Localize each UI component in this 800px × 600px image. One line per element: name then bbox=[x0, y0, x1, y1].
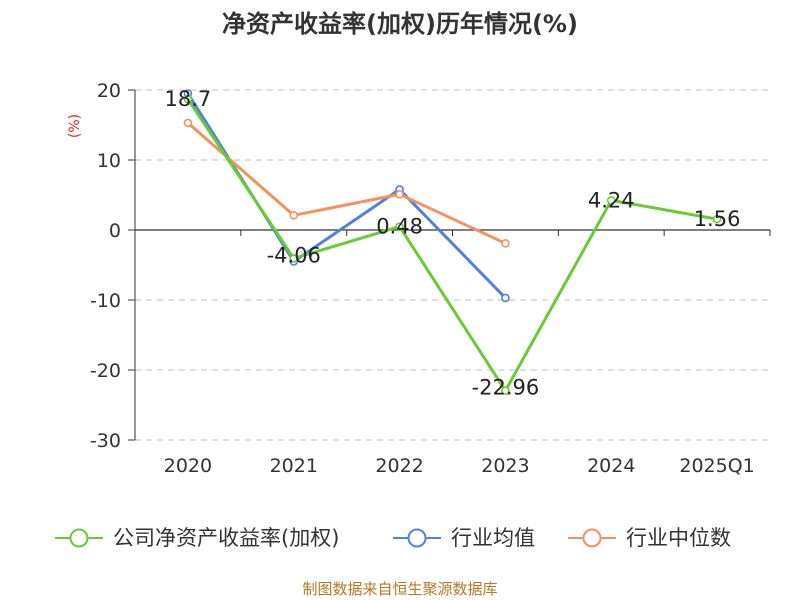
data-label: 18.7 bbox=[165, 87, 212, 111]
data-label: 0.48 bbox=[376, 215, 423, 239]
chart-title: 净资产收益率(加权)历年情况(%) bbox=[222, 10, 578, 38]
legend-label: 行业中位数 bbox=[626, 526, 731, 550]
data-label: -4.06 bbox=[267, 243, 321, 267]
data-point bbox=[395, 222, 404, 231]
data-point bbox=[289, 254, 299, 263]
legend[interactable]: 公司净资产收益率(加权) 行业均值 行业中位数 bbox=[55, 526, 731, 550]
data-point bbox=[606, 196, 616, 205]
y-tick-label: 0 bbox=[109, 220, 121, 242]
data-point bbox=[501, 239, 510, 248]
series-lines bbox=[183, 89, 722, 396]
legend-marker bbox=[69, 528, 89, 548]
data-point bbox=[501, 386, 510, 396]
x-tick-label: 2022 bbox=[375, 455, 423, 477]
data-point bbox=[183, 94, 193, 104]
data-point bbox=[712, 214, 722, 224]
legend-marker bbox=[407, 528, 427, 548]
x-tick-label: 2025Q1 bbox=[679, 455, 754, 477]
legend-marker bbox=[582, 528, 602, 548]
data-point bbox=[183, 118, 193, 128]
y-tick-label: 20 bbox=[97, 80, 121, 102]
x-tick-label: 2020 bbox=[164, 455, 212, 477]
y-axis-unit: (%) bbox=[67, 114, 83, 138]
data-source: 制图数据来自恒生聚源数据库 bbox=[302, 580, 497, 598]
y-tick-label: -30 bbox=[90, 430, 121, 452]
data-label: 1.56 bbox=[694, 207, 741, 231]
data-point bbox=[289, 211, 299, 220]
axes: 20 10 0 -10 -20 -30 2020 2021 2022 2023 2024 2025Q1 bbox=[90, 80, 771, 477]
data-label: -22.96 bbox=[472, 376, 540, 400]
data-point bbox=[395, 190, 404, 199]
gridlines bbox=[135, 89, 770, 441]
x-tick-label: 2021 bbox=[270, 455, 318, 477]
y-tick-label: -10 bbox=[90, 290, 121, 312]
data-labels: 18.7 -4.06 0.48 -22.96 4.24 1.56 bbox=[165, 87, 741, 400]
legend-label: 行业均值 bbox=[451, 526, 535, 550]
data-label: 4.24 bbox=[588, 188, 635, 212]
series-line bbox=[186, 92, 507, 299]
x-tick-label: 2024 bbox=[587, 455, 635, 477]
data-point bbox=[501, 293, 510, 303]
y-tick-label: -20 bbox=[90, 360, 121, 382]
y-tick-label: 10 bbox=[97, 150, 121, 172]
x-tick-label: 2023 bbox=[481, 455, 529, 477]
series-line bbox=[186, 98, 718, 393]
series-line bbox=[186, 121, 507, 245]
legend-label: 公司净资产收益率(加权) bbox=[113, 526, 339, 550]
